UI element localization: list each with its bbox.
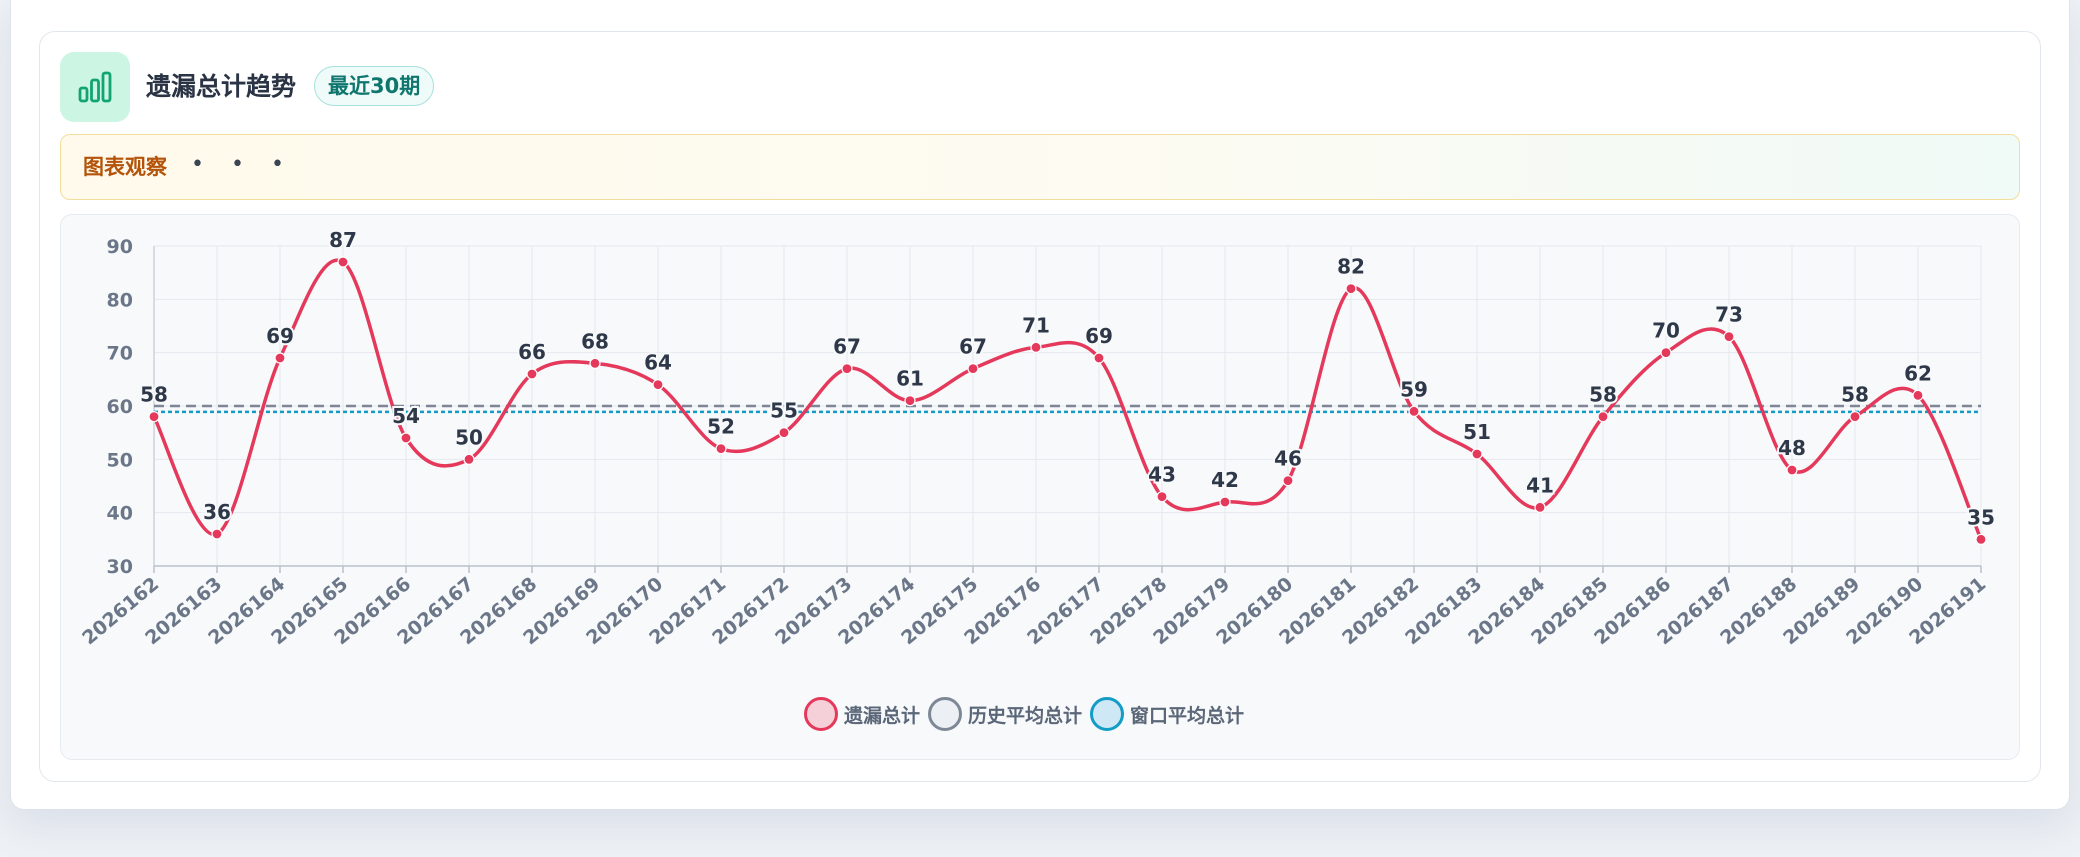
observation-title: 图表观察 (83, 155, 167, 179)
observation-dots: • • • (191, 152, 294, 177)
data-point (1723, 331, 1735, 343)
data-point (1219, 496, 1231, 508)
data-point (904, 395, 916, 407)
data-label: 52 (707, 415, 735, 439)
data-point (274, 352, 286, 364)
y-tick-label: 60 (107, 396, 133, 418)
data-point (1156, 491, 1168, 503)
data-point (526, 368, 538, 380)
legend-item-window-avg[interactable]: 窗口平均总计 (1090, 697, 1244, 731)
data-label: 62 (1904, 361, 1932, 385)
data-point (1345, 283, 1357, 295)
y-tick-label: 90 (107, 236, 133, 258)
page-title: 遗漏总计趋势 (146, 72, 297, 101)
legend-label-series: 遗漏总计 (844, 704, 921, 727)
data-label: 69 (1085, 324, 1113, 348)
data-label: 69 (266, 324, 294, 348)
y-tick-label: 30 (107, 556, 133, 578)
data-point (1975, 533, 1987, 545)
data-point (589, 357, 601, 369)
legend-swatch-history-avg (928, 697, 963, 731)
data-point (1597, 411, 1609, 423)
data-label: 42 (1211, 468, 1239, 492)
data-point (715, 443, 727, 455)
data-label: 51 (1463, 420, 1491, 444)
data-point (1030, 341, 1042, 353)
data-label: 54 (392, 404, 420, 428)
data-label: 48 (1778, 436, 1806, 460)
data-point (211, 528, 223, 540)
legend-label-window-avg: 窗口平均总计 (1130, 704, 1245, 727)
y-tick-label: 80 (107, 289, 133, 311)
data-label: 59 (1400, 377, 1428, 401)
data-point (400, 432, 412, 444)
data-label: 66 (518, 340, 546, 364)
data-label: 67 (833, 335, 861, 359)
data-label: 41 (1526, 473, 1554, 497)
chart-panel (60, 214, 2020, 760)
data-label: 55 (770, 399, 798, 423)
data-point (337, 256, 349, 268)
data-label: 46 (1274, 447, 1302, 471)
data-label: 35 (1967, 505, 1995, 529)
data-point (652, 379, 664, 391)
data-label: 58 (140, 383, 168, 407)
legend-item-history-avg[interactable]: 历史平均总计 (928, 697, 1082, 731)
data-point (1786, 464, 1798, 476)
data-point (1093, 352, 1105, 364)
period-badge: 最近30期 (314, 66, 435, 106)
data-point (1408, 405, 1420, 417)
data-label: 43 (1148, 463, 1176, 487)
data-label: 71 (1022, 313, 1050, 337)
data-point (1912, 389, 1924, 401)
legend-swatch-window-avg (1090, 697, 1125, 731)
data-point (967, 363, 979, 375)
data-label: 64 (644, 351, 672, 375)
chart-legend: 遗漏总计 历史平均总计 窗口平均总计 (804, 694, 1252, 734)
chart-observation-banner[interactable]: 图表观察 • • • (60, 134, 2020, 200)
legend-label-history-avg: 历史平均总计 (968, 704, 1083, 727)
data-label: 58 (1841, 383, 1869, 407)
data-point (1534, 501, 1546, 513)
data-point (841, 363, 853, 375)
data-point (463, 453, 475, 465)
data-point (1282, 475, 1294, 487)
data-label: 67 (959, 335, 987, 359)
series-line (152, 258, 1983, 541)
data-label: 50 (455, 425, 483, 449)
data-label: 58 (1589, 383, 1617, 407)
data-point (1471, 448, 1483, 460)
data-point (148, 411, 160, 423)
legend-swatch-series (804, 697, 838, 731)
y-tick-label: 50 (107, 449, 133, 471)
y-tick-label: 70 (107, 343, 133, 365)
data-label: 73 (1715, 303, 1743, 327)
legend-item-series[interactable]: 遗漏总计 (804, 697, 920, 731)
data-label: 87 (329, 228, 357, 252)
data-point (1660, 347, 1672, 359)
data-label: 68 (581, 329, 609, 353)
data-point (778, 427, 790, 439)
data-label: 82 (1337, 255, 1365, 279)
bar-chart-icon (60, 52, 130, 122)
data-label: 36 (203, 500, 231, 524)
data-label: 61 (896, 367, 924, 391)
data-point (1849, 411, 1861, 423)
data-label: 70 (1652, 319, 1680, 343)
y-tick-label: 40 (107, 503, 133, 525)
